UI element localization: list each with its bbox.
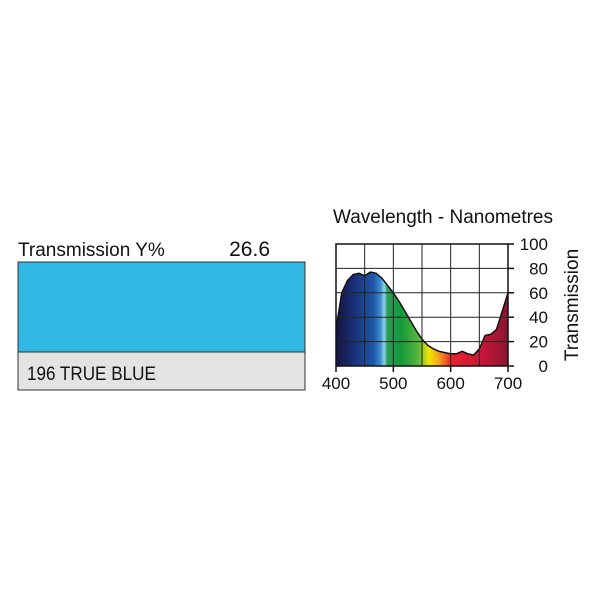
y-tick-label: 60 <box>529 284 548 303</box>
color-swatch <box>17 261 306 353</box>
x-tick-label: 500 <box>379 374 407 393</box>
y-tick-label: 0 <box>539 357 548 376</box>
filter-name: 196 TRUE BLUE <box>27 363 156 384</box>
name-box <box>17 351 306 391</box>
transmission-area <box>336 272 508 366</box>
plot-frame <box>335 243 509 367</box>
y-axis-label: Transmission <box>562 249 583 361</box>
y-tick-label: 20 <box>529 333 548 352</box>
chart-title: Wavelength - Nanometres <box>333 207 553 228</box>
x-tick-label: 600 <box>436 374 464 393</box>
y-tick-label: 80 <box>529 259 548 278</box>
transmission-value: 26.6 <box>229 238 270 261</box>
y-tick-label: 100 <box>520 235 548 254</box>
x-tick-label: 700 <box>494 374 522 393</box>
transmission-label: Transmission Y% <box>18 240 165 261</box>
y-tick-label: 40 <box>529 308 548 327</box>
x-tick-label: 400 <box>322 374 350 393</box>
